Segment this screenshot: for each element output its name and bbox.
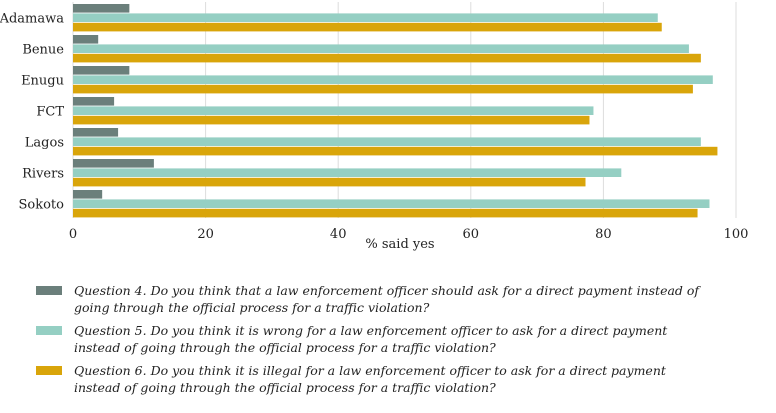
bar xyxy=(73,66,130,75)
bar xyxy=(73,13,658,22)
bar xyxy=(73,159,154,168)
x-tick-label: 40 xyxy=(330,227,347,242)
x-tick-label: 60 xyxy=(463,227,480,242)
bar xyxy=(73,22,662,32)
bar xyxy=(73,53,701,63)
category-label: Enugu xyxy=(21,74,64,89)
bar xyxy=(73,106,594,115)
bar xyxy=(73,190,103,199)
bar xyxy=(73,44,689,53)
x-axis-label: % said yes xyxy=(365,237,434,252)
bar xyxy=(73,97,115,106)
bar xyxy=(73,4,130,13)
bar xyxy=(73,168,622,177)
legend-item-q4: Question 4. Do you think that a law enfo… xyxy=(36,282,756,316)
x-tick-label: 0 xyxy=(69,227,77,242)
bar xyxy=(73,199,710,208)
category-label: FCT xyxy=(36,105,64,120)
bar xyxy=(73,84,693,94)
bar xyxy=(73,177,586,187)
category-label: Adamawa xyxy=(0,12,64,27)
legend: Question 4. Do you think that a law enfo… xyxy=(36,282,756,402)
bar xyxy=(73,35,99,44)
legend-label-q5: Question 5. Do you think it is wrong for… xyxy=(74,323,668,355)
legend-label-q6: Question 6. Do you think it is illegal f… xyxy=(74,363,666,395)
bar xyxy=(73,146,718,156)
category-label: Benue xyxy=(22,43,64,58)
bar xyxy=(73,208,698,218)
x-tick-label: 100 xyxy=(724,227,749,242)
legend-item-q6: Question 6. Do you think it is illegal f… xyxy=(36,362,756,396)
bar xyxy=(73,137,701,146)
x-tick-label: 20 xyxy=(197,227,214,242)
legend-swatch-q6 xyxy=(36,366,62,375)
legend-item-q5: Question 5. Do you think it is wrong for… xyxy=(36,322,756,356)
category-label: Lagos xyxy=(25,136,64,151)
legend-label-q4: Question 4. Do you think that a law enfo… xyxy=(74,283,700,315)
category-label: Rivers xyxy=(22,167,64,182)
legend-swatch-q5 xyxy=(36,326,62,335)
x-tick-label: 80 xyxy=(595,227,612,242)
bar xyxy=(73,115,590,125)
x-tick-labels: 0 20 40 60 80 100 xyxy=(69,227,749,242)
bar-chart: Adamawa Benue Enugu FCT Lagos Rivers Sokoto 0 2… xyxy=(0,2,749,252)
bar xyxy=(73,75,713,84)
category-labels: Adamawa Benue Enugu FCT Lagos Rivers Sokoto xyxy=(0,12,64,213)
bars xyxy=(73,4,718,218)
category-label: Sokoto xyxy=(19,198,65,213)
bar xyxy=(73,128,119,137)
legend-swatch-q4 xyxy=(36,286,62,295)
